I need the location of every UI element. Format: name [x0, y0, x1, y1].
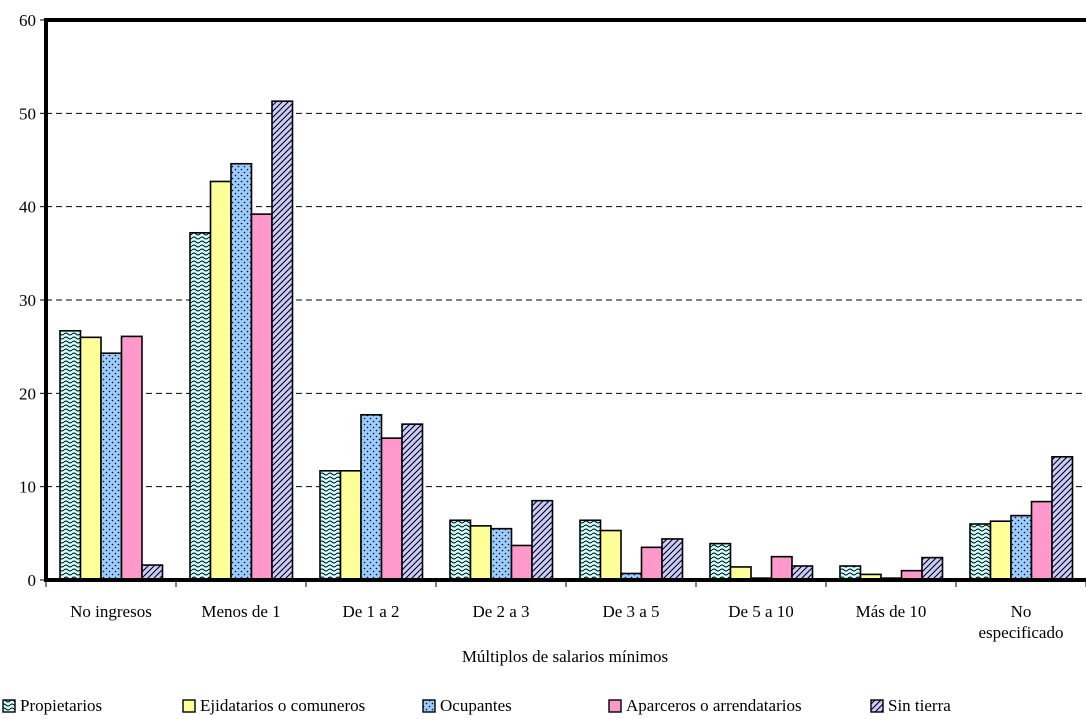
bar — [59, 329, 82, 581]
x-tick-label: No — [1011, 602, 1032, 621]
legend-item: Sin tierra — [870, 696, 951, 716]
bar — [599, 529, 622, 581]
bar — [401, 423, 424, 581]
bar — [209, 180, 232, 581]
bar — [79, 336, 102, 581]
x-tick-label: De 1 a 2 — [342, 602, 399, 621]
y-tick-label: 40 — [19, 198, 36, 217]
bar — [1051, 455, 1074, 581]
legend-swatch — [2, 699, 16, 713]
bar — [969, 523, 992, 581]
legend-swatch — [422, 699, 436, 713]
x-axis: No ingresos Menos de 1 De 1 a 2 De 2 a 3 De … — [45, 578, 1086, 642]
legend-item: Aparceros o arrendatarios — [608, 696, 802, 716]
legend-item: Ejidatarios o comuneros — [182, 696, 365, 716]
x-tick-label: Más de 10 — [856, 602, 927, 621]
bar — [921, 556, 944, 581]
legend-label: Sin tierra — [888, 696, 951, 715]
bar — [120, 335, 143, 581]
x-tick-label: De 5 a 10 — [728, 602, 794, 621]
bar — [339, 469, 362, 581]
bar — [770, 555, 793, 581]
bar — [709, 542, 732, 581]
y-tick-label: 50 — [19, 104, 36, 123]
bar — [100, 352, 123, 581]
legend-swatch — [182, 699, 196, 713]
x-axis-label: Múltiplos de salarios mínimos — [462, 647, 668, 666]
y-tick-label: 20 — [19, 384, 36, 403]
bar — [469, 525, 492, 581]
bar — [319, 469, 342, 581]
legend-label: Propietarios — [20, 696, 103, 715]
bar — [791, 565, 814, 581]
legend-item: Propietarios — [2, 696, 102, 716]
bar — [449, 519, 472, 581]
y-tick-label: 10 — [19, 478, 36, 497]
bar — [360, 413, 383, 581]
x-tick-label: Menos de 1 — [201, 602, 280, 621]
bar — [1030, 500, 1053, 581]
bar — [640, 546, 663, 581]
y-tick-label: 30 — [19, 291, 36, 310]
legend-swatch — [870, 699, 884, 713]
bars — [59, 100, 1074, 581]
bar — [579, 519, 602, 581]
bar — [230, 162, 253, 581]
legend: Propietarios Ejidatarios o comuneros Ocupa… — [0, 696, 1086, 719]
x-tick-label: De 3 a 5 — [602, 602, 659, 621]
bar — [380, 437, 403, 581]
y-tick-label: 60 — [19, 11, 36, 30]
bar — [250, 213, 273, 581]
bar — [1010, 514, 1033, 581]
legend-label: Ocupantes — [440, 696, 512, 715]
x-tick-label: No ingresos — [70, 602, 152, 621]
legend-label: Ejidatarios o comuneros — [200, 696, 366, 715]
bar — [989, 520, 1012, 581]
bar — [531, 499, 554, 581]
bar — [141, 564, 164, 581]
legend-label: Aparceros o arrendatarios — [626, 696, 802, 715]
legend-swatch — [608, 699, 622, 713]
x-tick-label: De 2 a 3 — [472, 602, 529, 621]
bar — [189, 232, 212, 581]
y-axis: 0 10 20 30 40 50 60 — [19, 11, 1086, 590]
bar — [490, 527, 513, 581]
bar — [839, 565, 862, 581]
y-tick-label: 0 — [28, 571, 37, 590]
bar — [510, 544, 533, 581]
legend-item: Ocupantes — [422, 696, 512, 716]
bar — [661, 538, 684, 581]
bar — [271, 100, 294, 581]
x-tick-label: especificado — [979, 623, 1064, 642]
